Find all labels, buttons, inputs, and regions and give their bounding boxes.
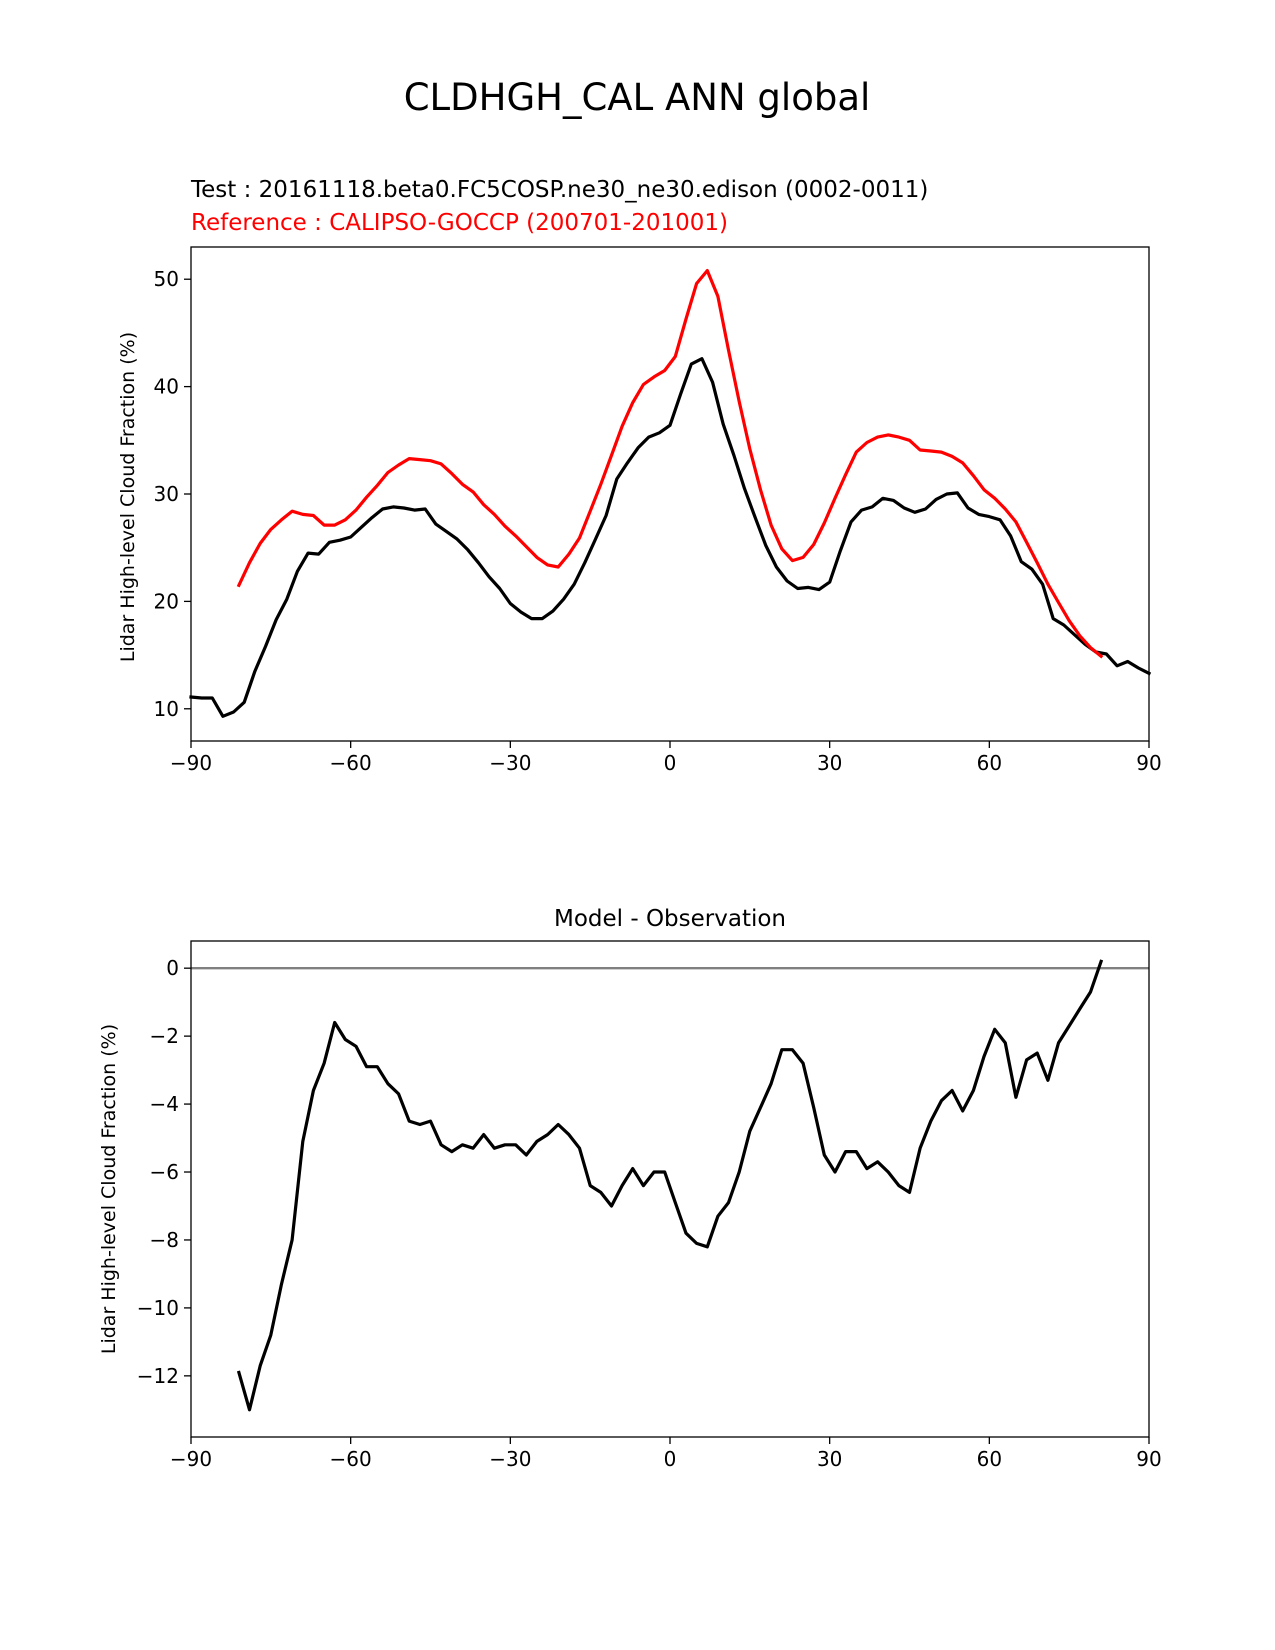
top-x-tick-label: 30 xyxy=(817,751,842,775)
bottom-x-tick-label: −30 xyxy=(489,1447,531,1471)
bottom-y-tick-label: 0 xyxy=(166,956,179,980)
top-y-tick-label: 30 xyxy=(154,482,179,506)
difference-title: Model - Observation xyxy=(554,906,786,932)
top-y-tick-label: 40 xyxy=(154,375,179,399)
bottom-y-tick-label: −8 xyxy=(150,1228,179,1252)
test-title: Test : 20161118.beta0.FC5COSP.ne30_ne30.… xyxy=(190,177,928,203)
top-y-tick-label: 50 xyxy=(154,267,179,291)
figure-title: CLDHGH_CAL ANN global xyxy=(404,76,871,119)
bottom-y-tick-label: −4 xyxy=(150,1092,179,1116)
bottom-x-tick-label: −90 xyxy=(170,1447,212,1471)
bottom-x-tick-label: 60 xyxy=(977,1447,1002,1471)
top-y-tick-label: 10 xyxy=(154,697,179,721)
bottom-y-tick-label: −10 xyxy=(137,1296,179,1320)
top-x-tick-label: 90 xyxy=(1136,751,1161,775)
bottom-x-tick-label: 0 xyxy=(664,1447,677,1471)
top-plot-frame xyxy=(190,246,1150,742)
reference-title: Reference : CALIPSO-GOCCP (200701-201001… xyxy=(191,210,728,236)
bottom-y-axis-label: Lidar High-level Cloud Fraction (%) xyxy=(98,1024,120,1354)
bottom-x-tick-label: 90 xyxy=(1136,1447,1161,1471)
top-x-tick-label: −60 xyxy=(330,751,372,775)
bottom-y-tick-label: −2 xyxy=(150,1024,179,1048)
top-x-tick-label: 60 xyxy=(977,751,1002,775)
top-y-axis-label: Lidar High-level Cloud Fraction (%) xyxy=(117,332,139,662)
bottom-y-tick-label: −12 xyxy=(137,1364,179,1388)
top-series-test-line xyxy=(189,357,1152,718)
top-x-tick-label: −30 xyxy=(489,751,531,775)
top-series-reference-line xyxy=(236,269,1104,659)
bottom-panel: Model - Observation Lidar High-level Clo… xyxy=(98,906,1162,1471)
top-panel: Test : 20161118.beta0.FC5COSP.ne30_ne30.… xyxy=(117,177,1162,775)
bottom-x-tick-label: 30 xyxy=(817,1447,842,1471)
top-x-tick-label: −90 xyxy=(170,751,212,775)
bottom-y-tick-label: −6 xyxy=(150,1160,179,1184)
bottom-series-model-observation-line xyxy=(236,959,1104,1412)
top-y-tick-label: 20 xyxy=(154,589,179,613)
bottom-x-tick-label: −60 xyxy=(330,1447,372,1471)
top-x-tick-label: 0 xyxy=(664,751,677,775)
